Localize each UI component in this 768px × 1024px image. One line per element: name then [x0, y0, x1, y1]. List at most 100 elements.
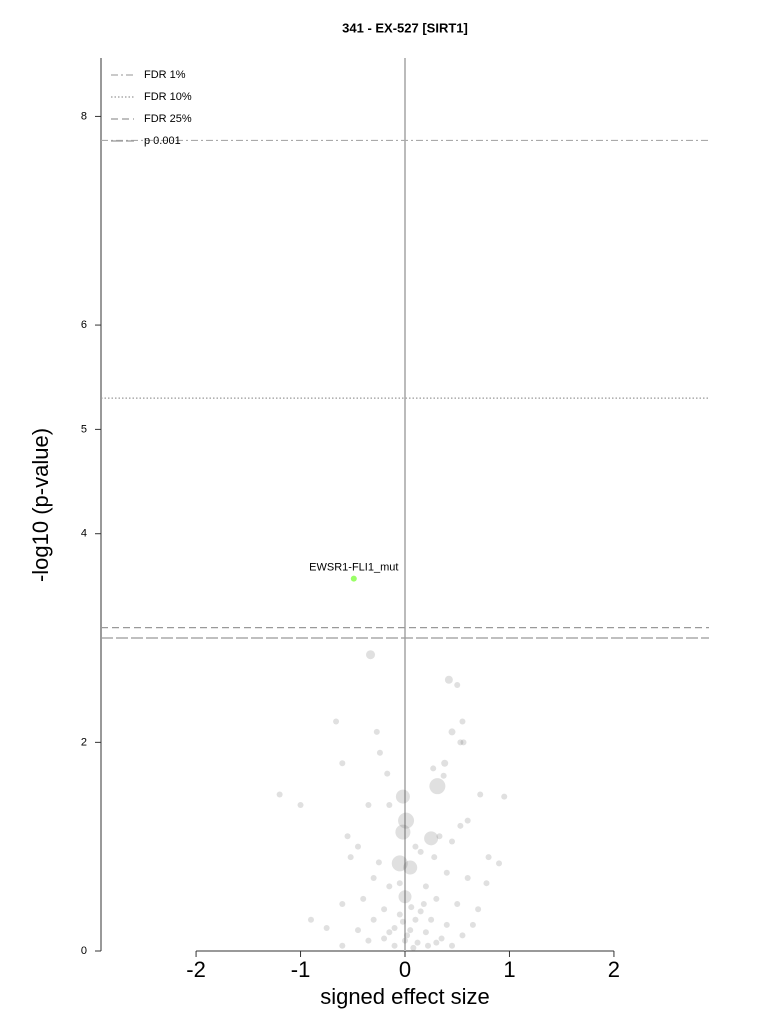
point: [398, 812, 415, 829]
point: [436, 833, 443, 840]
x-tick-label: 1: [503, 957, 515, 982]
y-tick-label: 5: [81, 423, 87, 435]
point: [501, 793, 508, 800]
point: [297, 801, 304, 808]
point: [403, 860, 418, 875]
point: [464, 817, 471, 824]
y-tick-label: 0: [81, 945, 87, 957]
point: [457, 739, 464, 746]
point: [395, 789, 410, 804]
point: [459, 932, 466, 939]
point: [365, 937, 372, 944]
point: [440, 772, 447, 779]
point: [483, 880, 490, 887]
point: [395, 824, 411, 840]
point: [424, 831, 439, 846]
point: [366, 650, 376, 660]
highlight-point: [350, 575, 357, 582]
x-tick-label: -2: [186, 957, 206, 982]
point: [347, 854, 354, 861]
point: [464, 874, 471, 881]
point: [412, 843, 419, 850]
point: [460, 739, 467, 746]
point: [412, 916, 419, 923]
y-tick-label: 2: [81, 736, 87, 748]
chart-title: 341 - EX-527 [SIRT1]: [342, 20, 468, 35]
point: [381, 935, 388, 942]
point: [433, 939, 440, 946]
point: [404, 932, 411, 939]
point: [441, 759, 449, 767]
y-tick-label: 4: [81, 528, 87, 540]
point: [407, 927, 414, 934]
point: [381, 906, 388, 913]
point: [354, 843, 361, 850]
point: [430, 765, 437, 772]
point: [429, 778, 446, 795]
point: [438, 935, 445, 942]
point: [485, 854, 492, 861]
legend-label: FDR 1%: [144, 69, 186, 81]
point: [333, 718, 340, 725]
point: [391, 925, 398, 932]
point: [454, 901, 461, 908]
x-axis-label: signed effect size: [320, 984, 490, 1009]
point: [496, 860, 503, 867]
point: [449, 942, 456, 949]
point: [417, 848, 424, 855]
y-tick-label: 8: [81, 110, 87, 122]
point: [402, 937, 408, 944]
point: [386, 929, 393, 936]
point: [475, 906, 482, 913]
point: [422, 883, 429, 890]
point: [420, 901, 427, 908]
point: [339, 901, 346, 908]
point: [410, 944, 417, 951]
point: [459, 718, 466, 725]
point: [391, 942, 398, 949]
highlight-label: EWSR1-FLI1_mut: [309, 561, 398, 573]
point: [477, 791, 484, 798]
x-tick-label: -1: [291, 957, 311, 982]
point: [354, 927, 361, 934]
point: [376, 749, 383, 756]
point: [373, 728, 380, 735]
point: [424, 942, 431, 949]
y-tick-label: 6: [81, 319, 87, 331]
point: [414, 939, 421, 946]
point: [469, 921, 476, 928]
point: [386, 801, 393, 808]
point: [408, 904, 415, 911]
point: [307, 916, 314, 923]
legend-label: FDR 10%: [144, 91, 192, 103]
point: [339, 760, 346, 767]
point: [384, 770, 391, 777]
point: [422, 929, 429, 936]
point: [433, 895, 440, 902]
point: [323, 925, 330, 932]
point: [431, 854, 438, 861]
point: [428, 916, 435, 923]
point: [443, 869, 450, 876]
x-tick-label: 0: [399, 957, 411, 982]
point: [448, 728, 456, 736]
point: [370, 874, 377, 881]
point: [344, 833, 351, 840]
point: [276, 791, 283, 798]
point: [396, 880, 403, 887]
point: [398, 890, 412, 904]
y-axis-label: -log10 (p-value): [28, 428, 53, 582]
point: [399, 918, 406, 925]
point: [396, 911, 403, 918]
x-tick-label: 2: [608, 957, 620, 982]
point: [457, 822, 464, 829]
point: [443, 921, 450, 928]
point: [417, 908, 424, 915]
point: [449, 838, 456, 845]
legend-label: FDR 25%: [144, 113, 192, 125]
point: [360, 895, 367, 902]
point: [391, 855, 408, 872]
point: [444, 675, 453, 684]
point: [454, 681, 461, 688]
